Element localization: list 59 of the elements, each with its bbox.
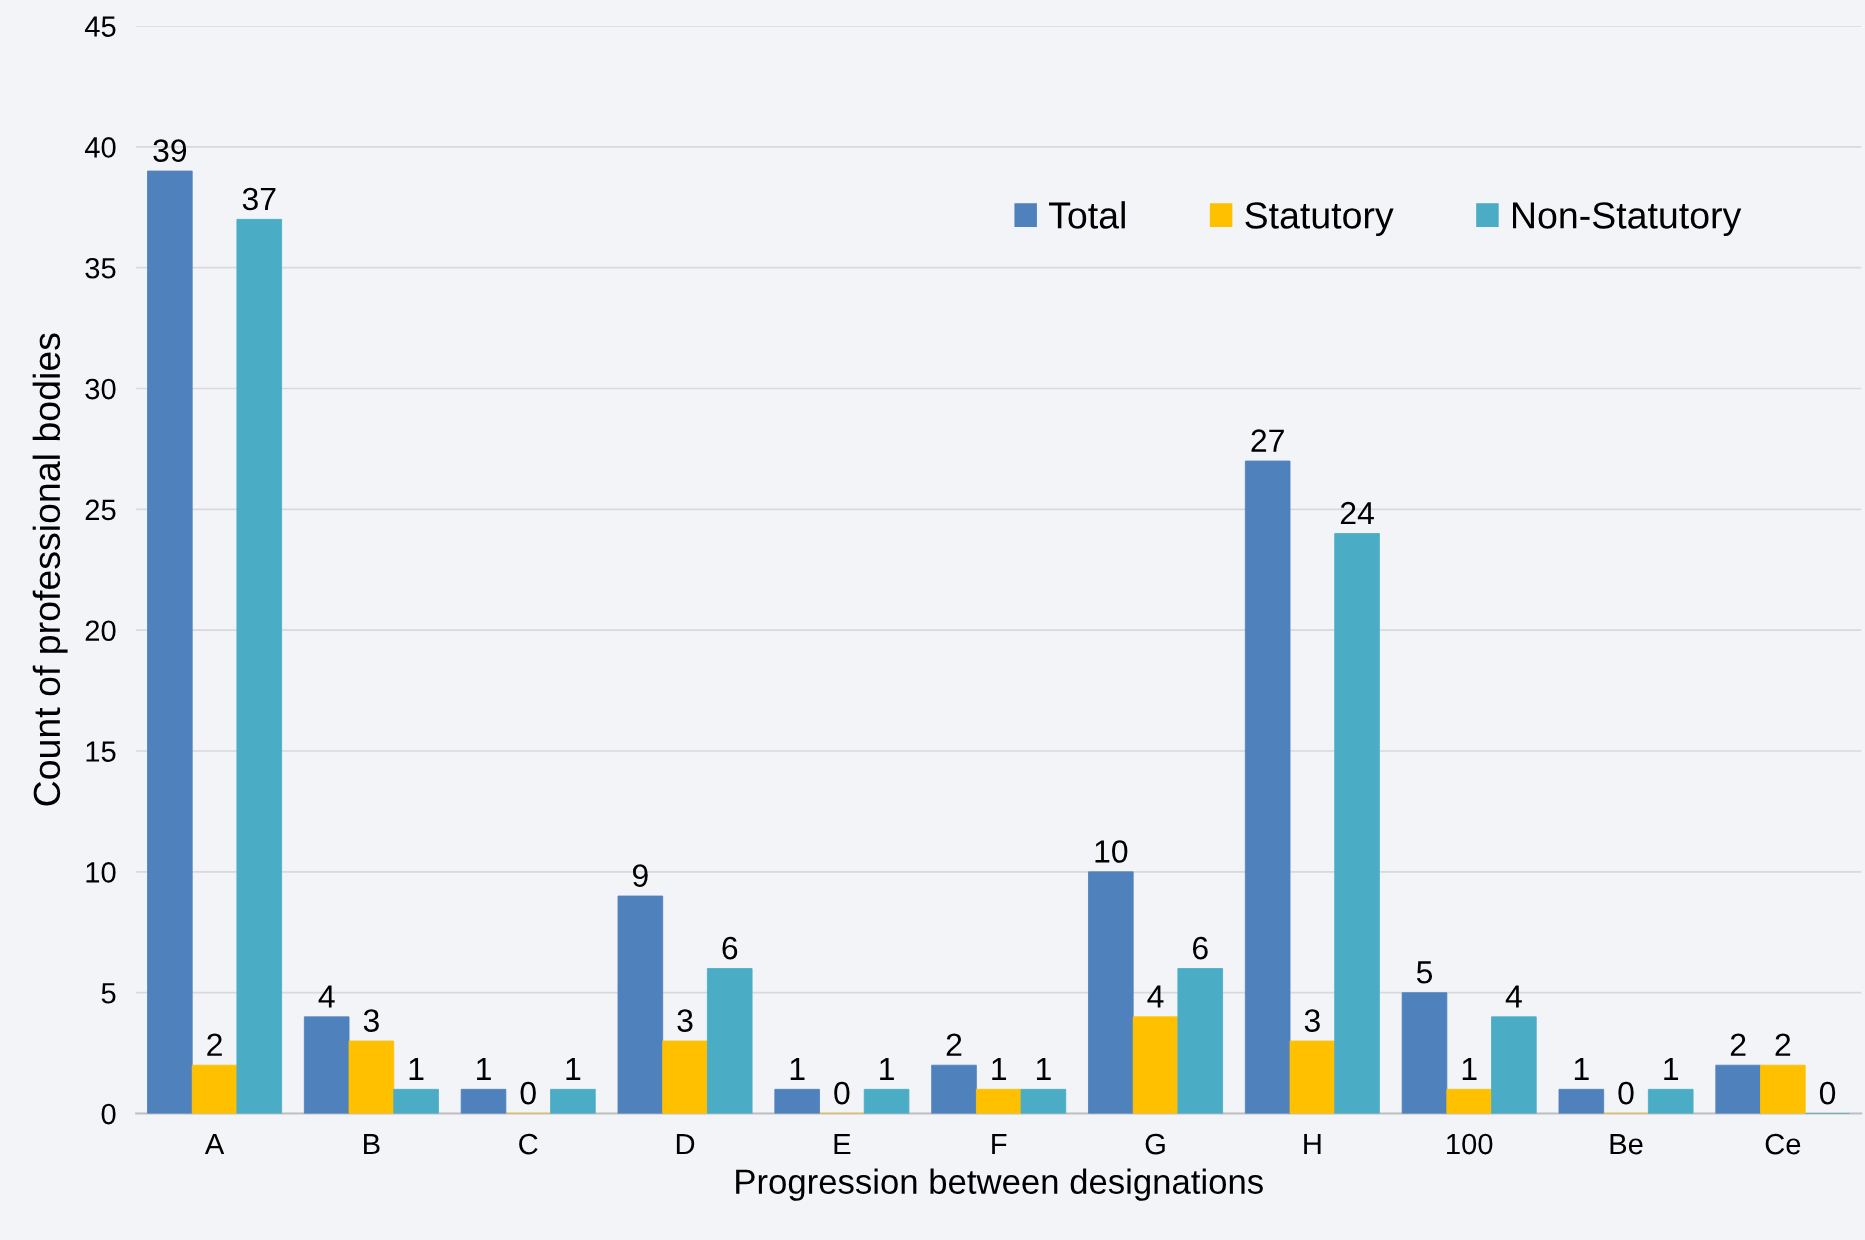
data-label: 2 — [1730, 1033, 1746, 1056]
data-label: 2 — [946, 1033, 962, 1056]
data-label: 6 — [722, 936, 738, 960]
data-label: 2 — [1775, 1033, 1791, 1056]
x-axis-title: Progression between designations — [736, 1168, 1263, 1201]
data-label: 3 — [1304, 1009, 1320, 1032]
data-label: 1 — [566, 1057, 581, 1080]
x-tick-label: H — [1304, 1134, 1321, 1155]
data-label: 5 — [1416, 961, 1433, 984]
data-label: 10 — [1095, 840, 1128, 863]
y-tick-label: 20 — [85, 620, 116, 642]
x-tick-label: C — [519, 1133, 538, 1155]
data-label: 1 — [790, 1057, 805, 1080]
data-label: 27 — [1251, 429, 1284, 452]
data-label: 4 — [318, 985, 335, 1008]
data-label: 9 — [632, 864, 648, 887]
y-tick-label: 40 — [84, 137, 116, 158]
data-label: 24 — [1340, 501, 1374, 525]
x-tick-label: A — [204, 1134, 225, 1155]
data-label: 6 — [1192, 936, 1208, 960]
y-tick-label: 10 — [86, 862, 116, 883]
data-label: 1 — [1462, 1057, 1477, 1080]
data-label: 0 — [1819, 1081, 1836, 1105]
x-tick-label: Be — [1610, 1134, 1643, 1155]
data-label: 1 — [992, 1057, 1007, 1080]
x-tick-label: D — [676, 1134, 695, 1155]
x-tick-label: F — [992, 1134, 1007, 1155]
y-tick-label: 0 — [101, 1103, 116, 1125]
legend-label: Total — [1049, 201, 1125, 229]
data-label: 1 — [880, 1057, 894, 1080]
x-tick-label: E — [834, 1134, 851, 1155]
legend-label: Statutory — [1245, 202, 1394, 237]
y-tick-label: 30 — [85, 378, 116, 400]
data-label: 0 — [1618, 1081, 1634, 1105]
data-label: 1 — [477, 1057, 491, 1080]
data-label: 1 — [1036, 1057, 1051, 1080]
data-label: 1 — [409, 1057, 424, 1080]
data-label: 3 — [363, 1009, 379, 1032]
data-label: 4 — [1505, 985, 1522, 1008]
data-label: 39 — [153, 139, 187, 162]
data-label: 1 — [1664, 1057, 1679, 1080]
data-label: 0 — [834, 1081, 850, 1105]
x-tick-label: B — [364, 1134, 380, 1155]
data-label: 3 — [677, 1009, 693, 1032]
y-tick-label: 45 — [84, 16, 116, 37]
data-label: 37 — [242, 187, 276, 211]
y-tick-label: 5 — [101, 983, 116, 1004]
y-tick-label: 25 — [85, 499, 116, 521]
y-tick-label: 15 — [86, 741, 116, 762]
data-label: 4 — [1147, 985, 1164, 1008]
y-tick-label: 35 — [85, 257, 116, 279]
x-tick-label: 100 — [1447, 1133, 1493, 1155]
y-axis-title: Count of professional bodies — [32, 333, 68, 806]
x-tick-label: Ce — [1765, 1133, 1801, 1155]
data-label: 0 — [520, 1081, 536, 1105]
x-tick-label: G — [1145, 1133, 1165, 1155]
data-label: 1 — [1574, 1057, 1589, 1080]
data-label: 2 — [207, 1033, 222, 1056]
legend-label: Non-Statutory — [1513, 202, 1742, 237]
